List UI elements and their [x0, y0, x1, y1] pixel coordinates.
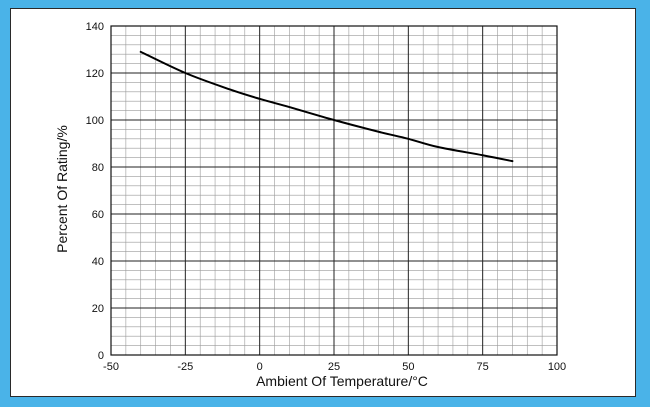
- x-tick-label: -50: [103, 361, 119, 373]
- y-tick-label: 80: [92, 162, 104, 174]
- y-tick-label: 100: [86, 115, 104, 127]
- y-tick-label: 140: [86, 21, 104, 33]
- plot-border: [110, 25, 558, 356]
- chart-frame: -50 -25 0 25 50 75 100 0 20 40 60 80 100 120 140 Ambie…: [10, 8, 636, 397]
- y-tick-label: 0: [98, 350, 104, 362]
- x-axis-title: Ambient Of Temperature/°C: [256, 373, 428, 389]
- derating-chart: -50 -25 0 25 50 75 100 0 20 40 60 80 100 120 140 Ambie…: [54, 21, 567, 389]
- y-tick-label: 60: [92, 209, 104, 221]
- series-line: [139, 50, 514, 163]
- grid: [110, 25, 558, 356]
- y-axis-title: Percent Of Rating/%: [54, 125, 70, 253]
- x-tick-label: -25: [177, 361, 193, 373]
- x-tick-label: 50: [402, 361, 414, 373]
- y-tick-label: 20: [92, 303, 104, 315]
- x-tick-label: 0: [257, 361, 263, 373]
- y-tick-label: 40: [92, 256, 104, 268]
- x-tick-label: 100: [548, 361, 566, 373]
- tick-labels: -50 -25 0 25 50 75 100 0 20 40 60 80 100 120 140: [86, 21, 567, 373]
- y-tick-label: 120: [86, 68, 104, 80]
- x-tick-label: 25: [328, 361, 340, 373]
- series-group: [139, 50, 514, 163]
- x-tick-label: 75: [477, 361, 489, 373]
